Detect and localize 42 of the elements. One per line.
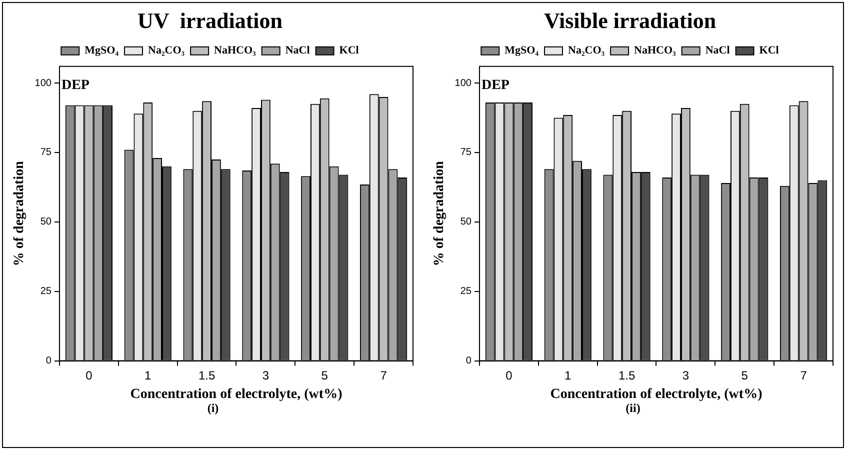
x-tick-label: 1: [144, 368, 152, 382]
text: (ii): [624, 401, 642, 416]
legend-label: NaCl: [705, 44, 730, 57]
x-tick-label: 5: [741, 368, 748, 382]
x-axis-title: Concentration of electrolyte, (wt%): [130, 387, 343, 402]
legend-label: Na₂CO₃: [568, 44, 606, 57]
legend-label: KCl: [339, 44, 359, 57]
y-tick-label: 25: [40, 286, 52, 298]
legend-label: Na₂CO₃: [148, 44, 186, 57]
y-tick-label: 75: [40, 147, 52, 158]
y-tick-label: 0: [466, 356, 472, 367]
x-tick-label: 0: [506, 368, 513, 382]
y-tick-label: 0: [46, 356, 52, 367]
x-tick-label: 0: [86, 368, 93, 382]
y-tick-label: 75: [460, 147, 472, 158]
y-axis-title: % of degradation: [432, 160, 448, 266]
y-tick-label: 50: [40, 216, 52, 228]
y-tick-label: 25: [460, 286, 472, 298]
y-tick-label: 100: [34, 78, 52, 89]
x-tick-label: 5: [321, 368, 328, 382]
chart-title: UV irradiation: [137, 8, 283, 33]
legend-label: KCl: [759, 44, 779, 57]
legend-label: NaHCO₃: [634, 44, 677, 57]
x-axis-title: Concentration of electrolyte, (wt%): [550, 387, 763, 402]
legend-label: NaCl: [285, 44, 310, 57]
text: (i): [206, 401, 220, 416]
y-axis-title: % of degradation: [12, 160, 28, 266]
x-tick-label: 1.5: [618, 368, 636, 382]
x-tick-label: 3: [682, 368, 690, 382]
chart-title: Visible irradiation: [544, 8, 716, 33]
legend-label: NaHCO₃: [214, 44, 257, 57]
annotation: DEP: [481, 78, 510, 94]
x-tick-label: 7: [380, 368, 388, 382]
x-tick-label: 1: [564, 368, 572, 382]
y-tick-label: 50: [460, 216, 472, 228]
y-tick-label: 100: [454, 78, 472, 89]
x-tick-label: 7: [800, 368, 808, 382]
x-tick-label: 3: [262, 368, 270, 382]
legend-label: MgSO₄: [504, 44, 540, 57]
annotation: DEP: [61, 78, 90, 94]
legend-label: MgSO₄: [84, 44, 120, 57]
x-tick-label: 1.5: [198, 368, 216, 382]
